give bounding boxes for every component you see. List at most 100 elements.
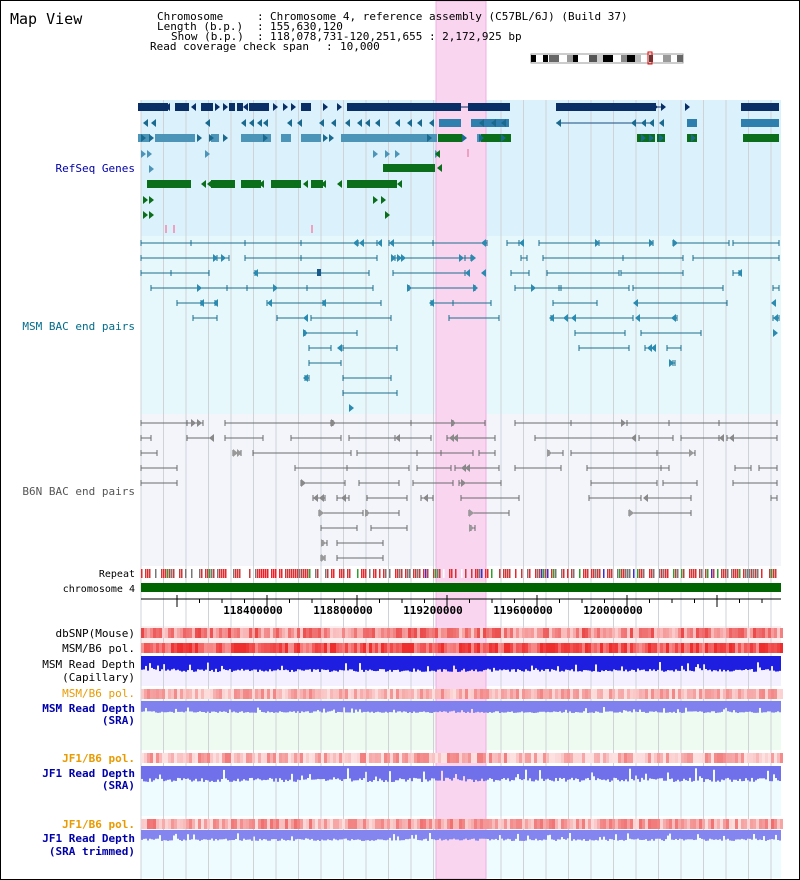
jf1-sra-depth (307, 766, 309, 778)
jf1-b6-pol-heat (156, 753, 159, 763)
jf1-b6-pol-heat-2 (654, 819, 657, 829)
repeat-feature (185, 569, 187, 578)
jf1-sra-depth (733, 766, 735, 780)
repeat-feature (583, 569, 585, 578)
msm-b6-pol-heat (333, 643, 336, 653)
msm-b6-pol-heat (450, 643, 453, 653)
repeat-feature (621, 569, 623, 578)
gene-arrow (323, 134, 328, 142)
msm-b6-pol-heat (744, 643, 747, 653)
msm-b6-pol-heat-2 (426, 689, 429, 699)
msm-b6-pol-heat (399, 643, 402, 653)
gene-arrow (273, 284, 278, 292)
msm-sra-depth (739, 701, 741, 713)
dbsnp-heat (393, 628, 396, 638)
jf1-b6-pol-heat (600, 753, 603, 763)
msm-b6-pol-heat-2 (462, 689, 465, 699)
msm-b6-pol-heat-2 (354, 689, 357, 699)
dbsnp-heat (177, 628, 180, 638)
msm-capillary-depth (297, 656, 299, 670)
jf1-trim-depth (269, 830, 271, 841)
msm-b6-pol-heat (198, 643, 201, 653)
msm-capillary-depth (243, 656, 245, 671)
jf1-b6-pol-heat-2 (174, 819, 177, 829)
jf1-b6-pol-heat (582, 753, 585, 763)
msm-capillary-depth (277, 656, 279, 670)
repeat-feature (265, 569, 267, 578)
msm-sra-depth (235, 701, 237, 713)
msm-b6-pol-heat-2 (393, 689, 396, 699)
jf1-b6-pol-heat-2 (321, 819, 324, 829)
msm-b6-pol-heat-2 (729, 689, 732, 699)
jf1-trim-depth (623, 830, 625, 841)
gene-arrow (385, 164, 390, 172)
repeat-feature (435, 569, 437, 578)
gene-arrow (267, 299, 272, 307)
msm-sra-depth (701, 701, 703, 712)
jf1-trim-depth (777, 830, 779, 841)
msm-b6-pol-heat-2 (423, 689, 426, 699)
jf1-trim-depth (331, 830, 333, 841)
jf1-sra-depth (303, 766, 305, 780)
dbsnp-heat (768, 628, 771, 638)
jf1-b6-pol-heat (537, 753, 540, 763)
msm-capillary-depth (499, 656, 501, 670)
dbsnp-heat (561, 628, 564, 638)
repeat-feature (477, 569, 479, 578)
jf1-b6-pol-heat (669, 753, 672, 763)
msm-capillary-depth (261, 656, 263, 671)
msm-b6-pol-heat (426, 643, 429, 653)
msm-b6-pol-heat-2 (309, 689, 312, 699)
msm-b6-pol-heat (387, 643, 390, 653)
msm-sra-depth (749, 701, 751, 712)
msm-capillary-depth (375, 656, 377, 672)
repeat-feature (193, 569, 195, 578)
msm-sra-depth (177, 701, 179, 712)
gene-arrow (689, 449, 694, 457)
msm-sra-depth (727, 701, 729, 712)
msm-b6-pol-heat (453, 643, 456, 653)
msm-capillary-depth (735, 656, 737, 670)
jf1-trim-depth (549, 830, 551, 835)
msm-b6-pol-heat (534, 643, 537, 653)
msm-b6-pol-heat-2 (216, 689, 219, 699)
repeat-feature (361, 569, 363, 578)
jf1-b6-pol-heat-2 (690, 819, 693, 829)
chromosome-bar (141, 583, 781, 592)
gene-marker (165, 225, 167, 233)
page-title: Map View (10, 10, 83, 28)
msm-sra-depth (293, 701, 295, 712)
jf1-b6-pol-heat (324, 753, 327, 763)
jf1-b6-pol-heat-2 (411, 819, 414, 829)
msm-sra-depth (663, 701, 665, 709)
msm-b6-pol-heat-2 (702, 689, 705, 699)
msm-b6-pol-heat-2 (270, 689, 273, 699)
msm-capillary-depth (197, 656, 199, 670)
repeat-feature (555, 569, 557, 578)
jf1-b6-pol-heat-2 (408, 819, 411, 829)
jf1-trim-depth (543, 830, 545, 840)
msm-capillary-depth (147, 656, 149, 671)
jf1-trim-depth (265, 830, 267, 840)
dbsnp-heat (630, 628, 633, 638)
jf1-b6-pol-heat (255, 753, 258, 763)
jf1-b6-pol-heat-2 (447, 819, 450, 829)
jf1-b6-pol-heat (630, 753, 633, 763)
dbsnp-heat (438, 628, 441, 638)
jf1-trim-depth (335, 830, 337, 840)
jf1-trim-depth (301, 830, 303, 840)
msm-capillary-depth (477, 656, 479, 672)
jf1-trim-depth (739, 830, 741, 840)
jf1-trim-depth (247, 830, 249, 840)
msm-sra-depth (373, 701, 375, 713)
header-info: Chromosome : Chromosome 4, reference ass… (150, 11, 670, 57)
ideogram-position-marker (647, 51, 653, 65)
jf1-b6-pol-heat-2 (594, 819, 597, 829)
msm-b6-pol-heat (738, 643, 741, 653)
gene-exon (229, 103, 235, 111)
jf1-b6-pol-heat (222, 753, 225, 763)
msm-sra-depth (667, 701, 669, 713)
jf1-trim-depth (599, 830, 601, 838)
